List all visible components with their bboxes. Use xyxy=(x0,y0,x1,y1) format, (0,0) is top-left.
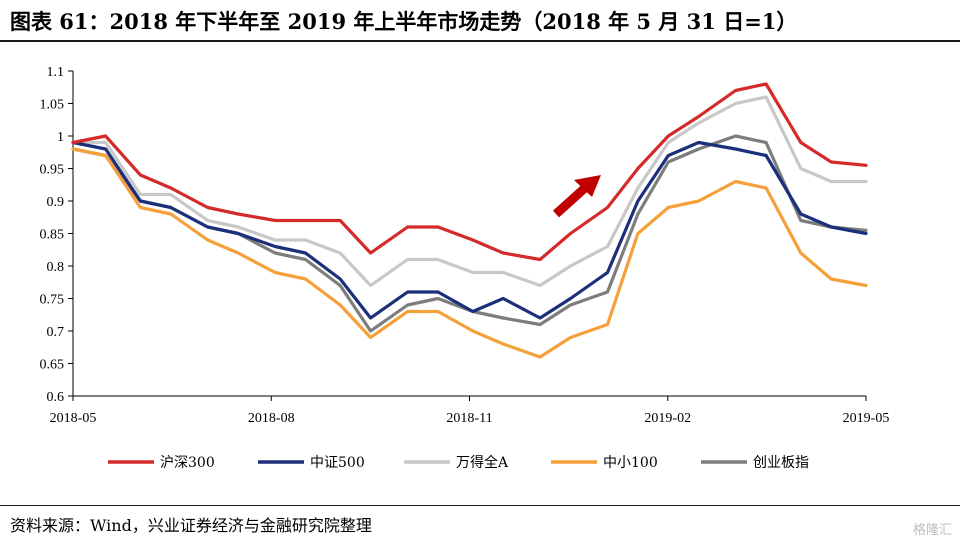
y-tick-label: 0.8 xyxy=(47,260,65,275)
series-line-0 xyxy=(71,82,868,262)
y-tick-label: 0.7 xyxy=(47,325,65,340)
y-tick-label: 0.75 xyxy=(40,293,65,308)
x-tick-label: 2019-02 xyxy=(644,411,691,426)
y-tick-label: 0.9 xyxy=(47,195,65,210)
y-tick-label: 1 xyxy=(57,130,64,145)
x-tick-label: 2018-11 xyxy=(446,411,492,426)
x-tick-label: 2018-08 xyxy=(248,411,295,426)
series-line-2 xyxy=(71,95,868,288)
y-tick-label: 0.6 xyxy=(47,390,65,405)
watermark-logo: 格隆汇 xyxy=(912,523,952,538)
y-tick-label: 1.1 xyxy=(47,65,65,80)
legend-label: 万得全A xyxy=(456,454,509,471)
chart-axes: 0.6 0.65 0.7 0.75 0.8 0.85 0.9 0.95 1 1.05 1.1 2018… xyxy=(40,65,890,426)
legend-label: 创业板指 xyxy=(753,455,809,471)
y-tick-label: 0.65 xyxy=(40,358,65,373)
title-divider xyxy=(0,40,960,42)
x-tick-label: 2018-05 xyxy=(50,411,97,426)
y-tick-label: 0.95 xyxy=(40,163,65,178)
y-tick-label: 0.85 xyxy=(40,228,65,243)
legend-label: 中小100 xyxy=(603,455,658,471)
chart-legend: 沪深300 中证500 万得全A 中小100 创业板指 xyxy=(108,454,809,471)
arrow-shaft xyxy=(552,183,590,218)
trend-arrow xyxy=(552,175,601,218)
chart-title: 图表 61：2018 年下半年至 2019 年上半年市场走势（2018 年 5 … xyxy=(10,9,798,34)
y-tick-label: 1.05 xyxy=(40,98,65,113)
legend-label: 中证500 xyxy=(310,455,365,471)
series-line-3 xyxy=(71,147,868,359)
series-line-1 xyxy=(71,140,868,320)
source-divider xyxy=(0,505,960,506)
source-note: 资料来源：Wind，兴业证券经济与金融研究院整理 xyxy=(10,516,372,535)
x-tick-label: 2019-05 xyxy=(843,411,890,426)
series-layer xyxy=(71,82,868,359)
series-line-4 xyxy=(71,134,868,333)
arrow-head xyxy=(574,175,601,197)
legend-label: 沪深300 xyxy=(160,455,215,471)
line-chart: 0.6 0.65 0.7 0.75 0.8 0.85 0.9 0.95 1 1.05 1.1 2018… xyxy=(40,65,890,471)
